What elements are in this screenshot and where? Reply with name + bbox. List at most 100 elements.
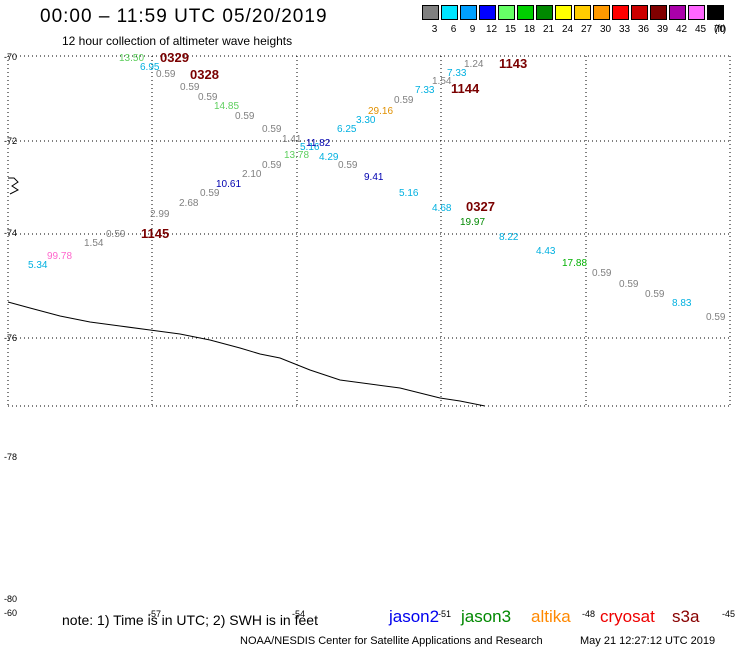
scale-label: 33 <box>618 24 631 35</box>
wave-height-value: 3.30 <box>356 115 376 126</box>
wave-height-value: 11.82 <box>306 138 331 149</box>
latitude-label: -80 <box>4 594 17 604</box>
wave-height-value: 0.59 <box>592 268 612 279</box>
island-outline <box>8 177 19 195</box>
scale-label: 39 <box>656 24 669 35</box>
wave-height-value: 19.97 <box>460 217 485 228</box>
generated-timestamp: May 21 12:27:12 UTC 2019 <box>580 635 716 647</box>
wave-height-value: 8.22 <box>499 232 519 243</box>
satellite-legend-item: s3a <box>672 607 700 626</box>
wave-height-value: 5.16 <box>300 142 320 153</box>
wave-height-value: 8.83 <box>672 298 692 309</box>
wave-height-value: 5.16 <box>399 188 419 199</box>
scale-label: 70 <box>713 24 726 35</box>
wave-height-value: 29.16 <box>368 106 393 117</box>
track-time-label: 1144 <box>451 81 480 96</box>
wave-height-value: 0.59 <box>338 160 358 171</box>
longitude-label: -57 <box>148 609 161 619</box>
wave-height-value: 0.59 <box>645 289 665 300</box>
latitude-label: -78 <box>4 452 17 462</box>
antarctic-coastline <box>7 301 486 407</box>
track-time-label: 1145 <box>141 226 169 241</box>
scale-unit: (ft) <box>714 24 727 35</box>
scale-label: 30 <box>599 24 612 35</box>
wave-height-value: 7.33 <box>447 68 467 79</box>
track-time-label: 0328 <box>190 67 219 82</box>
longitude-label: -48 <box>582 609 595 619</box>
scale-label: 36 <box>637 24 650 35</box>
wave-height-value: 99.78 <box>47 251 72 262</box>
wave-height-value: 0.59 <box>156 69 176 80</box>
scale-swatch <box>555 5 572 20</box>
longitude-label: -45 <box>722 609 735 619</box>
latitude-label: -72 <box>4 136 17 146</box>
track-time-label: 0327 <box>466 199 495 214</box>
wave-height-value: 0.59 <box>106 229 126 240</box>
satellite-legend-item: jason3 <box>461 607 512 626</box>
footnote: note: 1) Time is in UTC; 2) SWH is in fe… <box>62 612 318 628</box>
track-time-label: 1143 <box>499 56 527 71</box>
scale-label: 18 <box>523 24 536 35</box>
satellite-legend-item: cryosat <box>600 607 655 626</box>
wave-height-value: 0.59 <box>200 188 220 199</box>
latitude-label: -76 <box>4 333 17 343</box>
longitude-label: -51 <box>438 609 451 619</box>
wave-height-value: 2.68 <box>179 198 199 209</box>
wave-height-value: 7.33 <box>415 85 435 96</box>
scale-label: 3 <box>431 24 438 35</box>
scale-label: 9 <box>469 24 476 35</box>
satellite-legend-item: jason2 <box>389 607 440 626</box>
wave-height-value: 0.59 <box>706 312 726 323</box>
wave-height-value: 1.24 <box>464 59 484 70</box>
scale-label: 24 <box>561 24 574 35</box>
scale-swatch <box>707 5 724 20</box>
scale-swatch <box>422 5 439 20</box>
wave-height-value: 0.59 <box>180 82 200 93</box>
credit-line: NOAA/NESDIS Center for Satellite Applica… <box>240 635 543 647</box>
wave-height-value: 13.50 <box>119 53 144 64</box>
scale-label: 6 <box>450 24 457 35</box>
scale-swatch <box>574 5 591 20</box>
wave-height-value: 1.54 <box>432 76 452 87</box>
wave-height-value: 4.29 <box>319 152 339 163</box>
latitude-label: -74 <box>4 228 17 238</box>
scale-label: 42 <box>675 24 688 35</box>
wave-height-value: 13.78 <box>284 150 309 161</box>
scale-swatch <box>479 5 496 20</box>
scale-swatch <box>650 5 667 20</box>
wave-height-value: 0.59 <box>262 160 282 171</box>
wave-height-value: 2.99 <box>150 209 170 220</box>
wave-height-value: 5.34 <box>28 260 48 271</box>
wave-height-value: 14.85 <box>214 101 239 112</box>
wave-height-value: 1.54 <box>84 238 104 249</box>
wave-height-value: 0.59 <box>394 95 414 106</box>
scale-label: 15 <box>504 24 517 35</box>
wave-height-value: 6.95 <box>140 62 160 73</box>
scale-swatch <box>593 5 610 20</box>
scale-swatch <box>688 5 705 20</box>
wave-height-value: 0.59 <box>235 111 255 122</box>
scale-label: 12 <box>485 24 498 35</box>
latitude-label: -70 <box>4 52 17 62</box>
scale-label: 45 <box>694 24 707 35</box>
scale-label: 27 <box>580 24 593 35</box>
latitude-labels: -70 -72 -74 -76 -78 -80 <box>4 52 17 604</box>
scale-swatch <box>517 5 534 20</box>
wave-height-value: 0.59 <box>262 124 282 135</box>
longitude-label: -60 <box>4 608 17 618</box>
scale-swatch <box>498 5 515 20</box>
scale-swatch <box>536 5 553 20</box>
wave-height-value: 4.43 <box>536 246 556 257</box>
scale-label: 21 <box>542 24 555 35</box>
wave-height-value: 6.25 <box>337 124 357 135</box>
wave-height-value: 0.59 <box>198 92 218 103</box>
wave-height-value: 4.68 <box>432 203 452 214</box>
graticule <box>7 55 731 407</box>
wave-height-value: 1.41 <box>282 134 302 145</box>
longitude-labels: -60 -57 -54 -51 -48 -45 <box>4 608 735 619</box>
scale-swatch <box>669 5 686 20</box>
map-subtitle: 12 hour collection of altimeter wave hei… <box>62 34 293 48</box>
wave-height-value: 2.10 <box>242 169 262 180</box>
